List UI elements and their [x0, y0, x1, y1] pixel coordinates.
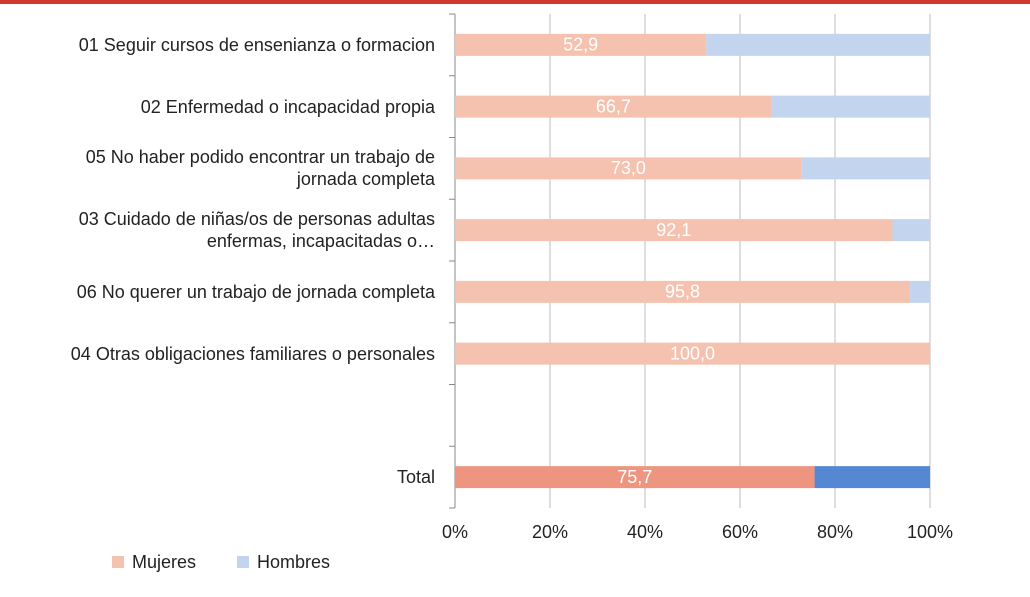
bar-segment — [892, 219, 930, 242]
bar-segment — [455, 280, 911, 303]
y-tick-label: 01 Seguir cursos de ensenianza o formaci… — [78, 34, 435, 55]
data-label: 75,7 — [617, 467, 652, 487]
data-label: 95,8 — [665, 282, 700, 302]
legend-swatch — [237, 556, 249, 568]
legend-label: Hombres — [257, 552, 330, 572]
data-label: 92,1 — [656, 220, 691, 240]
bar-segment — [771, 95, 930, 118]
header-bar — [0, 0, 1030, 4]
data-label: 66,7 — [596, 96, 631, 116]
y-tick-label: Total — [396, 467, 435, 488]
bar-segment — [455, 95, 772, 118]
bar-segment — [455, 33, 707, 56]
bar-segment — [706, 33, 930, 56]
data-label: 100,0 — [670, 343, 715, 363]
y-tick-label: 02 Enfermedad o incapacidad propia — [140, 96, 435, 117]
y-tick-label: 03 Cuidado de niñas/os de personas adult… — [78, 209, 435, 252]
bar-segment — [801, 157, 930, 180]
bar-segment — [455, 342, 930, 365]
x-tick-label: 80% — [817, 522, 853, 542]
x-tick-label: 0% — [442, 522, 468, 542]
x-tick-label: 100% — [907, 522, 953, 542]
data-label: 52,9 — [563, 35, 598, 55]
y-tick-label: 04 Otras obligaciones familiares o perso… — [70, 343, 435, 364]
y-tick-label: 05 No haber podido encontrar un trabajo … — [85, 147, 435, 190]
x-tick-label: 40% — [627, 522, 663, 542]
legend-swatch — [112, 556, 124, 568]
bar-segment — [455, 219, 893, 242]
bar-segment — [910, 280, 930, 303]
legend-label: Mujeres — [132, 552, 196, 572]
y-tick-label: 06 No querer un trabajo de jornada compl… — [76, 281, 435, 302]
x-tick-label: 60% — [722, 522, 758, 542]
bar-segment — [455, 466, 815, 489]
data-label: 73,0 — [611, 158, 646, 178]
bar-segment — [455, 157, 802, 180]
x-tick-label: 20% — [532, 522, 568, 542]
bar-segment — [814, 466, 930, 489]
